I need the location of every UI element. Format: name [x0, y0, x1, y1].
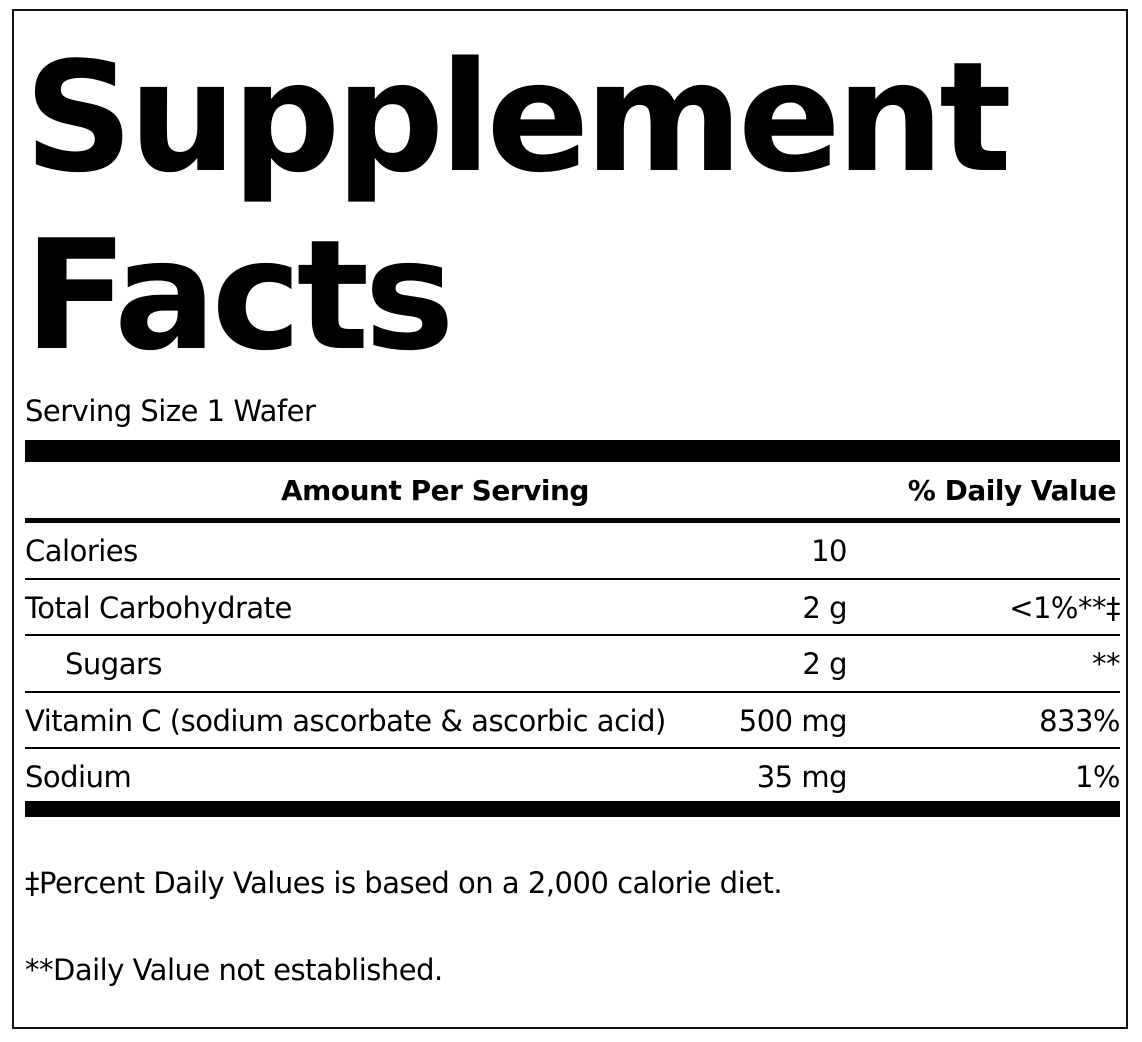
nutrient-daily-value: <1%**‡	[1009, 591, 1120, 625]
nutrient-amount: 2 g	[802, 591, 847, 625]
nutrient-name: Vitamin C (sodium ascorbate & ascorbic a…	[25, 704, 666, 738]
header-daily-value: % Daily Value	[907, 474, 1117, 507]
row-divider	[25, 578, 1120, 580]
thick-divider-bottom	[25, 801, 1120, 817]
label-title: Supplement Facts	[24, 29, 1012, 385]
nutrient-row-vitamin-c: Vitamin C (sodium ascorbate & ascorbic a…	[25, 693, 1120, 749]
nutrient-name: Sugars	[65, 647, 163, 681]
nutrient-daily-value: 833%	[1039, 704, 1120, 738]
nutrient-daily-value: 1%	[1074, 760, 1121, 794]
nutrient-amount: 10	[811, 534, 847, 568]
nutrient-amount: 35 mg	[756, 760, 848, 794]
nutrient-daily-value: **	[1092, 647, 1121, 681]
title-line-2: Facts	[24, 207, 455, 384]
nutrient-name: Total Carbohydrate	[25, 591, 292, 625]
nutrient-name: Sodium	[25, 760, 132, 794]
nutrient-name: Calories	[25, 534, 138, 568]
row-divider	[25, 634, 1120, 636]
row-divider	[25, 691, 1120, 693]
title-line-1: Supplement	[24, 29, 1012, 206]
footnote-not-established: **Daily Value not established.	[25, 953, 443, 987]
serving-size: Serving Size 1 Wafer	[25, 394, 316, 428]
nutrient-row-sodium: Sodium 35 mg 1%	[25, 749, 1121, 805]
header-amount-per-serving: Amount Per Serving	[281, 474, 589, 507]
footnote-daily-values: ‡Percent Daily Values is based on a 2,00…	[25, 866, 783, 900]
supplement-facts-panel: Supplement Facts Serving Size 1 Wafer Am…	[12, 9, 1128, 1029]
nutrient-amount: 500 mg	[738, 704, 848, 738]
nutrient-row-sugars: Sugars 2 g **	[25, 636, 1121, 692]
nutrient-row-total-carbohydrate: Total Carbohydrate 2 g <1%**‡	[25, 580, 1120, 636]
row-divider	[25, 747, 1120, 749]
header-divider	[25, 518, 1120, 523]
nutrient-row-calories: Calories 10	[25, 523, 1120, 579]
nutrient-amount: 2 g	[802, 647, 847, 681]
thick-divider-top	[25, 440, 1120, 462]
